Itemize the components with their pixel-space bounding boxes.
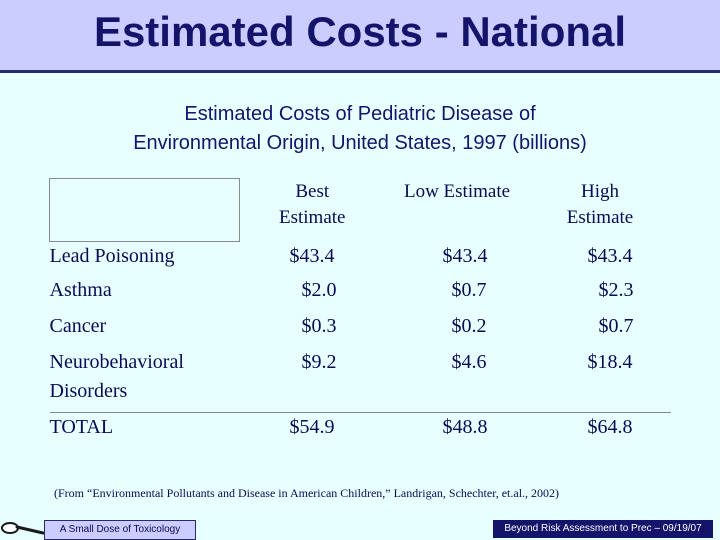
caption-line-2: Environmental Origin, United States, 199… bbox=[133, 132, 587, 154]
best-estimate-value: $2.0 bbox=[301, 279, 337, 301]
best-estimate-value: $54.9 bbox=[239, 412, 385, 447]
high-estimate-value: $43.4 bbox=[587, 244, 633, 267]
best-estimate-value: $9.2 bbox=[301, 351, 337, 373]
source-citation: (From “Environmental Pollutants and Dise… bbox=[54, 486, 560, 500]
total-row: TOTAL $54.9 $48.8 $64.8 bbox=[49, 412, 671, 447]
row-label-line-2: Disorders bbox=[49, 380, 128, 402]
low-estimate-value: $0.2 bbox=[451, 315, 487, 337]
header-blank-cell bbox=[49, 178, 240, 242]
table-row: Neurobehavioral Disorders $9.2 $4.6 $18.… bbox=[50, 348, 671, 413]
row-label: TOTAL bbox=[49, 412, 240, 447]
high-estimate-value: $0.7 bbox=[598, 315, 634, 337]
spoon-icon bbox=[1, 522, 44, 535]
row-label-line-1: Neurobehavioral bbox=[49, 351, 184, 373]
header-best-line-2: Estimate bbox=[279, 206, 346, 228]
table-row: Lead Poisoning $43.4 $43.4 $43.4 bbox=[50, 242, 671, 277]
header-row: Best Estimate Low Estimate High Estimate bbox=[49, 178, 671, 242]
table-row: Asthma $2.0 $0.7 $2.3 bbox=[50, 276, 671, 312]
footer-lecture-label: Beyond Risk Assessment to Prec – 09/19/0… bbox=[493, 520, 713, 538]
best-estimate-value: $43.4 bbox=[289, 244, 335, 267]
table-caption: Estimated Costs of Pediatric Disease of … bbox=[0, 100, 720, 158]
row-label: Lead Poisoning bbox=[49, 245, 175, 267]
table-row: Cancer $0.3 $0.2 $0.7 bbox=[50, 312, 671, 348]
best-estimate-value: $0.3 bbox=[301, 315, 337, 337]
slide-title: Estimated Costs - National bbox=[93, 8, 627, 55]
cost-table: Best Estimate Low Estimate High Estimate… bbox=[49, 178, 671, 447]
high-estimate-value: $2.3 bbox=[598, 279, 634, 301]
low-estimate-value: $43.4 bbox=[442, 244, 488, 267]
header-best-estimate: Best Estimate bbox=[240, 179, 385, 242]
header-low-estimate: Low Estimate bbox=[403, 180, 511, 202]
header-best-line-1: Best bbox=[295, 180, 330, 202]
row-label: Neurobehavioral Disorders bbox=[50, 348, 240, 413]
high-estimate-value: $18.4 bbox=[587, 351, 633, 373]
row-label: Cancer bbox=[49, 315, 107, 337]
low-estimate-value: $4.6 bbox=[451, 351, 487, 373]
high-estimate-value: $64.8 bbox=[529, 412, 671, 447]
header-high-line-1: High bbox=[581, 180, 619, 202]
header-high-line-2: Estimate bbox=[566, 206, 634, 228]
low-estimate-value: $48.8 bbox=[384, 412, 530, 447]
low-estimate-value: $0.7 bbox=[451, 279, 487, 301]
caption-line-1: Estimated Costs of Pediatric Disease of bbox=[184, 103, 536, 125]
footer-course-label: A Small Dose of Toxicology bbox=[44, 520, 196, 540]
header-high-estimate: High Estimate bbox=[530, 179, 671, 242]
row-label: Asthma bbox=[49, 279, 112, 301]
title-band: Estimated Costs - National bbox=[0, 0, 720, 73]
